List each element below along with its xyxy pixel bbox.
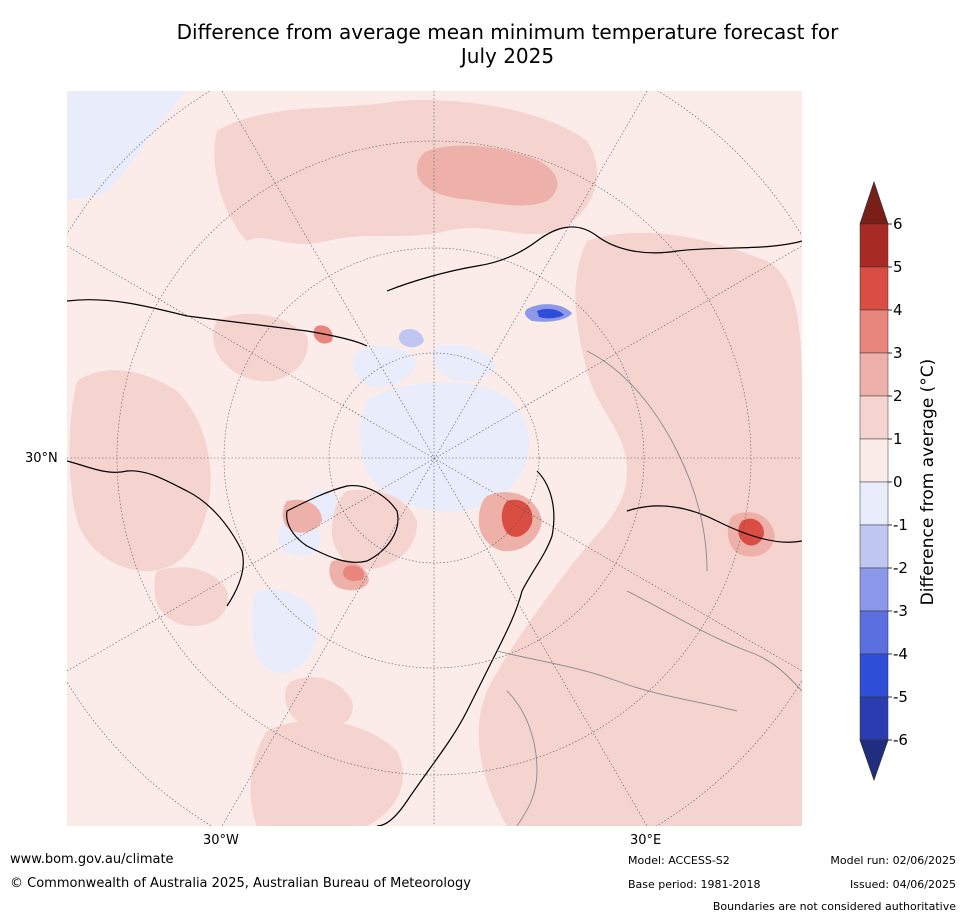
graticule (67, 91, 802, 826)
colorbar-over-arrow (859, 180, 889, 225)
lon-label-30w: 30°W (203, 833, 239, 848)
colorbar-segment (859, 524, 889, 569)
anomaly-region-cool (432, 344, 497, 382)
colorbar-segment (859, 481, 889, 526)
anomaly-hotspot (501, 499, 533, 537)
polar-map (67, 91, 802, 826)
colorbar-segment (859, 567, 889, 612)
colorbar-segment (859, 696, 889, 741)
anomaly-region-warm (250, 720, 403, 826)
anomaly-region-cool (252, 589, 318, 674)
colorbar-tick-label: 0 (893, 473, 903, 491)
anomaly-hotspot (343, 565, 365, 582)
copyright-text: © Commonwealth of Australia 2025, Austra… (10, 876, 471, 891)
colorbar-tick-label: -3 (893, 602, 908, 620)
disclaimer-text: Boundaries are not considered authoritat… (712, 900, 956, 913)
colorbar-tick-label: 6 (893, 215, 903, 233)
anomaly-region-warm-2 (417, 145, 558, 206)
anomaly-region-warm (214, 100, 597, 244)
colorbar-segment (859, 266, 889, 311)
colorbar-tick-label: -4 (893, 645, 908, 663)
coastlines (67, 226, 802, 826)
anomaly-region-warm (213, 313, 308, 382)
website-link[interactable]: www.bom.gov.au/climate (10, 852, 174, 867)
colorbar-under-arrow (859, 739, 889, 782)
colorbar-segment (859, 395, 889, 440)
colorbar-tick-label: -6 (893, 731, 908, 749)
anomaly-cold-spot (398, 329, 424, 348)
colorbar-segment (859, 309, 889, 354)
anomaly-region-warm (69, 370, 211, 571)
colorbar-tick-label: 4 (893, 301, 903, 319)
model-run-text: Model run: 02/06/2025 (830, 854, 956, 867)
colorbar-segment (859, 610, 889, 655)
colorbar-tick-label: -5 (893, 688, 908, 706)
title-line-2: July 2025 (460, 44, 555, 68)
anomaly-region-cool (67, 91, 187, 201)
colorbar-segment (859, 438, 889, 483)
lon-label-30e: 30°E (630, 833, 662, 848)
colorbar-tick-label: 1 (893, 430, 903, 448)
anomaly-region-warm (478, 232, 802, 826)
colorbar-tick-label: -1 (893, 516, 908, 534)
map-title: Difference from average mean minimum tem… (100, 20, 915, 68)
title-line-1: Difference from average mean minimum tem… (176, 20, 839, 44)
colorbar-label: Difference from average (°C) (918, 358, 938, 606)
anomaly-region-warm (285, 677, 353, 730)
colorbar-tick-label: 3 (893, 344, 903, 362)
anomaly-cold-spot (537, 308, 564, 319)
anomaly-hotspot (738, 518, 764, 546)
anomaly-region-cool (353, 345, 417, 388)
country-borders (496, 350, 802, 826)
anomaly-region-cool (360, 382, 529, 512)
model-text: Model: ACCESS-S2 (628, 854, 730, 867)
colorbar-segment (859, 352, 889, 397)
issued-text: Issued: 04/06/2025 (849, 878, 956, 891)
colorbar-segment (859, 653, 889, 698)
colorbar: 6 5 4 3 2 1 0 -1 -2 -3 -4 -5 -6 (859, 180, 908, 782)
colorbar-tick-label: 5 (893, 258, 903, 276)
colorbar-tick-label: 2 (893, 387, 903, 405)
colorbar-segment (859, 223, 889, 268)
anomaly-region-warm (154, 567, 228, 626)
base-period-text: Base period: 1981-2018 (628, 878, 761, 891)
colorbar-tick-label: -2 (893, 559, 908, 577)
lat-label-30n: 30°N (25, 451, 58, 466)
